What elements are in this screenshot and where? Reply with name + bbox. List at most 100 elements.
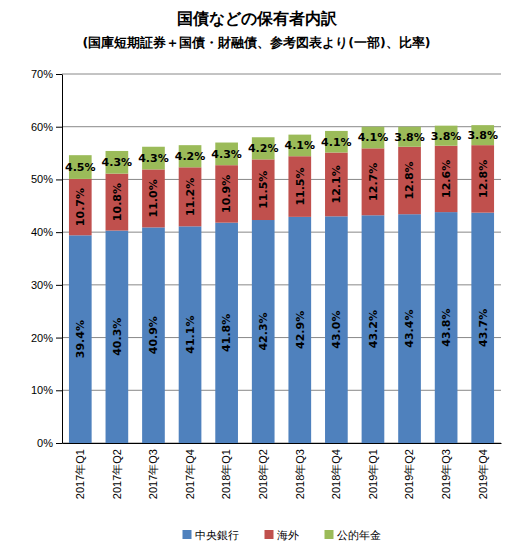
data-label: 43.7% — [477, 309, 490, 347]
tick-label: 2019年Q4 — [477, 449, 489, 499]
tick-label: 20% — [31, 332, 53, 344]
bar-segment — [215, 165, 238, 222]
tick-label: 50% — [31, 173, 53, 185]
tick-label: 10% — [31, 384, 53, 396]
grid-line — [62, 74, 501, 75]
bar-segment — [215, 223, 238, 443]
x-tick: 2019年Q4 — [477, 449, 489, 499]
bar-segment — [362, 148, 385, 215]
tick-label: 2017年Q4 — [184, 449, 196, 499]
data-label: 43.8% — [440, 308, 453, 346]
tick-label: 2019年Q2 — [403, 449, 415, 499]
plot: 0%10%20%30%40%50%60%70%2017年Q12017年Q2201… — [31, 68, 502, 499]
bar-segment — [288, 217, 311, 443]
legend-item: 公的年金 — [325, 529, 381, 542]
data-label: 12.7% — [367, 163, 380, 201]
y-tick: 20% — [31, 332, 62, 344]
y-tick: 30% — [31, 279, 62, 291]
tick-label: 2018年Q4 — [330, 449, 342, 499]
data-label: 12.8% — [477, 160, 490, 198]
chart: 国債などの保有者内訳 (国庫短期証券＋国債・財融債、参考図表より(一部)、比率) 0… — [0, 0, 513, 551]
x-tick: 2017年Q4 — [184, 449, 196, 499]
y-tick: 40% — [31, 226, 62, 238]
bar-segment — [252, 220, 275, 443]
x-tick: 2017年Q1 — [74, 449, 86, 499]
y-tick: 50% — [31, 173, 62, 185]
x-tick: 2018年Q4 — [330, 449, 342, 499]
title: 国債などの保有者内訳 — [177, 9, 338, 28]
tick-mark — [56, 443, 62, 444]
bar-segment — [288, 156, 311, 217]
bar-segment — [142, 169, 165, 227]
legend-label: 中央銀行 — [195, 529, 239, 542]
bar-segment — [362, 215, 385, 443]
data-label: 3.8% — [394, 131, 425, 144]
bar-segment — [435, 146, 458, 212]
data-label: 11.0% — [147, 179, 160, 217]
bar-segment — [435, 212, 458, 443]
data-label: 4.1% — [321, 136, 352, 149]
tick-label: 60% — [31, 121, 53, 133]
tick-label: 40% — [31, 226, 53, 238]
tick-label: 2018年Q2 — [257, 449, 269, 499]
tick-label: 2019年Q1 — [367, 449, 379, 499]
data-label: 4.1% — [358, 131, 389, 144]
data-label: 11.5% — [257, 171, 270, 209]
tick-label: 2017年Q1 — [74, 449, 86, 499]
data-label: 11.2% — [184, 178, 197, 216]
bar-segment — [179, 226, 202, 443]
axis-line — [63, 443, 502, 444]
legend-item: 海外 — [265, 529, 299, 542]
bar-segment — [142, 227, 165, 443]
data-label: 12.1% — [330, 165, 343, 203]
bar-segment — [325, 216, 348, 443]
data-label: 4.3% — [211, 148, 242, 161]
data-label: 12.8% — [403, 161, 416, 199]
tick-label: 2019年Q3 — [440, 449, 452, 499]
x-tick: 2018年Q3 — [294, 449, 306, 499]
subtitle: (国庫短期証券＋国債・財融債、参考図表より(一部)、比率) — [83, 35, 431, 50]
data-label: 41.1% — [184, 316, 197, 354]
bar-segment — [69, 235, 92, 443]
data-label: 4.2% — [248, 142, 279, 155]
tick-mark — [56, 232, 62, 233]
data-label: 43.2% — [367, 310, 380, 348]
bar-segment — [69, 179, 92, 235]
tick-mark — [56, 179, 62, 180]
bar-segment — [325, 153, 348, 217]
data-label: 3.8% — [467, 129, 498, 142]
tick-label: 0% — [37, 437, 53, 449]
data-label: 43.0% — [330, 311, 343, 349]
legend-swatch — [265, 530, 274, 539]
x-tick: 2019年Q2 — [403, 449, 415, 499]
data-label: 39.4% — [74, 320, 87, 358]
legend: 中央銀行 海外 公的年金 — [183, 529, 381, 542]
y-axis: 0%10%20%30%40%50%60%70% — [31, 68, 63, 449]
data-label: 10.7% — [74, 188, 87, 226]
data-label: 10.9% — [220, 175, 233, 213]
data-label: 4.1% — [285, 139, 316, 152]
data-label: 4.3% — [138, 152, 169, 165]
x-tick: 2017年Q3 — [147, 449, 159, 499]
data-label: 12.6% — [440, 160, 453, 198]
data-label: 42.3% — [257, 312, 270, 350]
tick-label: 2018年Q3 — [294, 449, 306, 499]
tick-label: 2018年Q1 — [220, 449, 232, 499]
x-tick: 2018年Q2 — [257, 449, 269, 499]
legend-swatch — [183, 530, 192, 539]
data-label: 4.2% — [175, 150, 206, 163]
tick-label: 30% — [31, 279, 53, 291]
data-label: 40.3% — [111, 318, 124, 356]
bar-segment — [179, 167, 202, 226]
legend-item: 中央銀行 — [183, 529, 239, 542]
tick-mark — [56, 338, 62, 339]
tick-mark — [56, 285, 62, 286]
data-label: 43.4% — [403, 310, 416, 348]
tick-label: 2017年Q3 — [147, 449, 159, 499]
tick-label: 2017年Q2 — [111, 449, 123, 499]
data-label: 3.8% — [431, 130, 462, 143]
y-tick: 10% — [31, 384, 62, 396]
x-axis: 2017年Q1 2017年Q2 2017年Q3 2017年Q4 2018年Q1 2018年… — [63, 444, 502, 500]
tick-mark — [56, 390, 62, 391]
bar-segment — [471, 145, 494, 212]
